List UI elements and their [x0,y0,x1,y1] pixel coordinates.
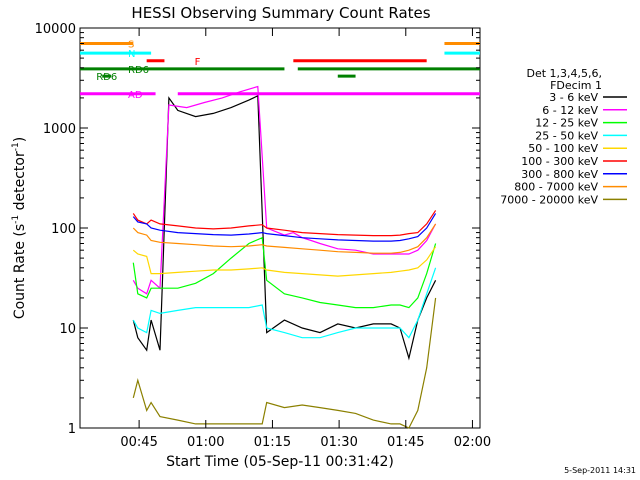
y-axis-label-part: Count Rate (s [12,224,28,319]
flag-label: RD6 [96,72,117,83]
series-line [132,267,437,339]
flag-label: RD6 [128,65,149,76]
y-axis: 1 10 100 1000 10000 [35,22,480,437]
x-tick-label: 02:00 [454,435,491,450]
chart-title: HESSI Observing Summary Count Rates [131,4,430,22]
x-tick-label: 01:00 [187,435,224,450]
legend-item-label: 25 - 50 keV [535,129,598,142]
flag-label: AD [128,90,143,101]
plot-frame [79,27,481,429]
legend-header-line: Det 1,3,4,5,6, [526,67,602,80]
series-line [132,236,437,309]
x-tick-label: 01:45 [387,435,424,450]
legend-item-label: 6 - 12 keV [542,104,598,117]
y-tick-label: 10000 [35,22,76,37]
flag-label: N [128,49,135,60]
y-axis-label-exponent: -1 [11,142,21,151]
x-axis: 00:45 01:00 01:15 01:30 01:45 02:00 [120,28,491,450]
legend-item-label: 12 - 25 keV [535,117,598,130]
x-tick-label: 01:30 [320,435,357,450]
legend-item-label: 3 - 6 keV [549,91,598,104]
y-tick-label: 100 [51,222,76,237]
legend-item-label: 100 - 300 keV [521,155,598,168]
y-axis-label-part: detector [12,151,28,215]
x-axis-label: Start Time (05-Sep-11 00:31:42) [166,454,394,470]
x-tick-label: 01:15 [254,435,291,450]
series-line [132,210,437,237]
x-tick-label: 00:45 [120,435,157,450]
legend-item-label: 7000 - 20000 keV [500,193,598,206]
legend-item-label: 800 - 7000 keV [514,181,598,194]
legend-header-line: FDecim 1 [550,79,602,92]
legend-item-label: 300 - 800 keV [521,168,598,181]
series-group [132,85,437,429]
series-line [132,246,437,277]
timestamp: 5-Sep-2011 14:31 [564,466,636,475]
series-line [132,94,437,361]
y-axis-label: Count Rate (s-1 detector-1) [11,137,28,319]
flag-label: S [128,39,134,50]
y-tick-label: 10 [59,322,76,337]
series-line [132,223,437,254]
legend-item-label: 50 - 100 keV [528,142,598,155]
y-tick-label: 1 [68,422,76,437]
plot-area: SN F RD6 RD6 AD [79,27,481,429]
y-axis-label-exponent: -1 [11,215,21,224]
series-line [132,297,437,429]
flag-label: F [195,57,201,68]
y-axis-label-part: ) [12,137,28,142]
series-line [132,85,437,295]
y-tick-label: 1000 [43,122,76,137]
series-line [132,213,437,242]
flag-lines: SN F RD6 RD6 AD [80,39,480,101]
